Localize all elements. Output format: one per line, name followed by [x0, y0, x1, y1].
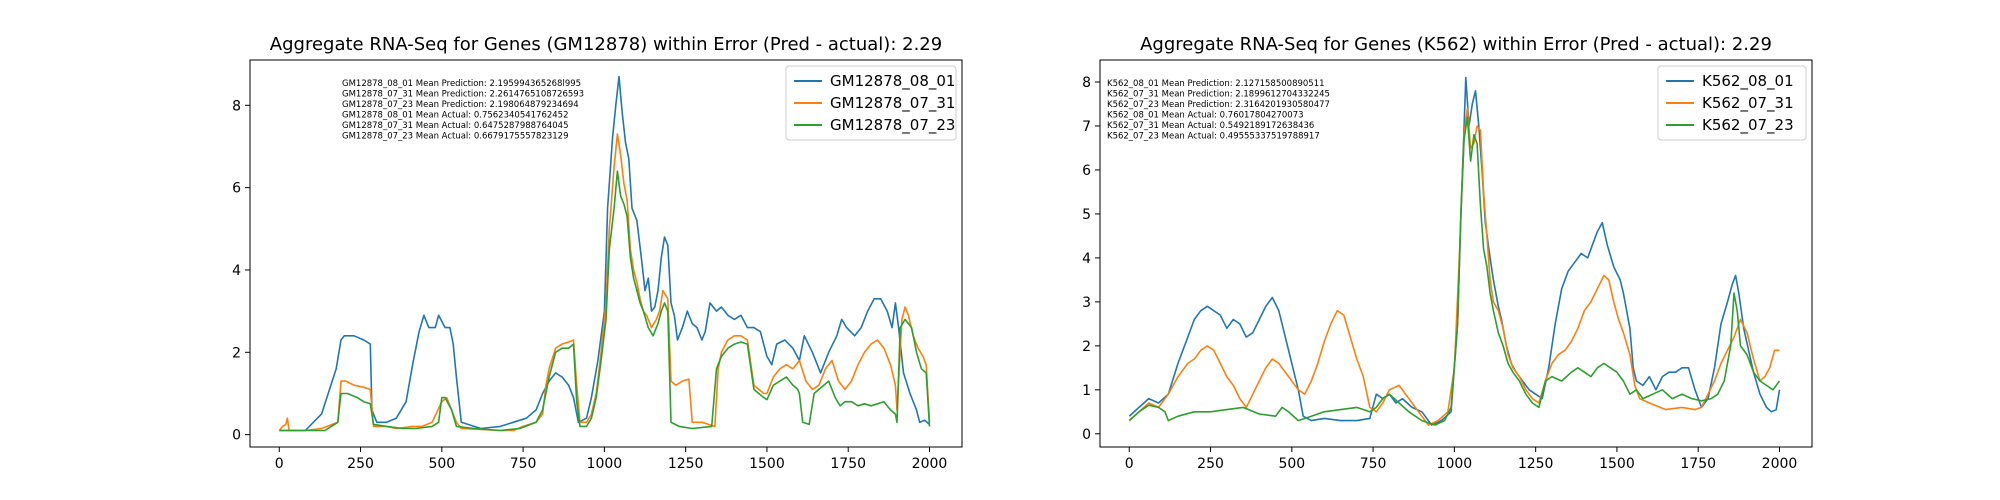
mean-annotation: GM12878_08_01 Mean Prediction: 2.1959943…: [342, 79, 581, 89]
y-tick-label: 2: [1082, 339, 1091, 355]
gm12878-chart: Aggregate RNA-Seq for Genes (GM12878) wi…: [232, 34, 963, 472]
x-tick-label: 1250: [668, 456, 704, 472]
x-tick-label: 250: [1197, 456, 1224, 472]
y-tick-label: 6: [1082, 163, 1091, 179]
y-tick-label: 5: [1082, 207, 1091, 223]
mean-annotation: K562_07_23 Mean Prediction: 2.3164201930…: [1107, 100, 1330, 110]
y-tick-label: 1: [1082, 383, 1091, 399]
x-tick-label: 0: [275, 456, 284, 472]
legend-box: [1657, 65, 1807, 141]
series-line-k562-08-01: [1128, 76, 1781, 426]
chart-title: Aggregate RNA-Seq for Genes (GM12878) wi…: [270, 34, 942, 55]
legend-entry-label: GM12878_07_31: [830, 94, 955, 113]
series-line-gm12878-07-31: [278, 133, 931, 432]
y-tick-label: 8: [232, 98, 241, 114]
plot-frame: [1099, 59, 1813, 448]
x-tick-label: 1000: [587, 456, 623, 472]
series-line-k562-07-23: [1128, 116, 1781, 426]
y-tick-label: 6: [232, 181, 241, 197]
legend-entry-label: K562_07_23: [1702, 116, 1794, 135]
plot-frame: [249, 59, 963, 448]
legend-entry-label: GM12878_08_01: [830, 72, 955, 91]
x-tick-label: 1500: [1599, 456, 1635, 472]
mean-annotation: K562_07_31 Mean Prediction: 2.1899612704…: [1107, 90, 1330, 100]
x-tick-label: 750: [510, 456, 537, 472]
x-tick-label: 500: [428, 456, 455, 472]
legend-entry-label: GM12878_07_23: [830, 116, 955, 135]
mean-annotation: K562_07_31 Mean Actual: 0.54921891726384…: [1107, 121, 1314, 131]
x-tick-label: 1250: [1518, 456, 1554, 472]
mean-annotation: GM12878_07_23 Mean Actual: 0.66791755578…: [342, 132, 569, 142]
x-tick-label: 2000: [912, 456, 948, 472]
x-tick-label: 250: [347, 456, 374, 472]
legend-box: [785, 65, 957, 141]
x-tick-label: 750: [1360, 456, 1387, 472]
mean-annotation: K562_08_01 Mean Actual: 0.76017804270073: [1107, 111, 1304, 121]
mean-annotation: GM12878_07_23 Mean Prediction: 2.1980648…: [342, 100, 579, 110]
y-tick-label: 0: [232, 428, 241, 444]
mean-annotation: GM12878_08_01 Mean Actual: 0.75623405417…: [342, 111, 569, 121]
legend-entry-label: K562_07_31: [1702, 94, 1794, 113]
y-tick-label: 7: [1082, 119, 1091, 135]
x-tick-label: 1000: [1437, 456, 1473, 472]
y-tick-label: 8: [1082, 75, 1091, 91]
series-line-gm12878-08-01: [279, 75, 931, 432]
mean-annotation: K562_07_23 Mean Actual: 0.49555337519788…: [1107, 132, 1320, 142]
y-tick-label: 4: [232, 263, 241, 279]
mean-annotation: K562_08_01 Mean Prediction: 2.1271585008…: [1107, 79, 1325, 89]
series-line-k562-07-31: [1128, 107, 1780, 426]
x-tick-label: 1750: [1680, 456, 1716, 472]
y-tick-label: 2: [232, 345, 241, 361]
x-tick-label: 1750: [830, 456, 866, 472]
series-line-gm12878-07-23: [279, 170, 931, 432]
legend-entry-label: K562_08_01: [1702, 72, 1794, 91]
k562-chart: Aggregate RNA-Seq for Genes (K562) withi…: [1082, 34, 1813, 472]
y-tick-label: 4: [1082, 251, 1091, 267]
mean-annotation: GM12878_07_31 Mean Prediction: 2.2614765…: [342, 90, 584, 100]
y-tick-label: 3: [1082, 295, 1091, 311]
chart-title: Aggregate RNA-Seq for Genes (K562) withi…: [1140, 34, 1772, 55]
x-tick-label: 2000: [1762, 456, 1798, 472]
y-tick-label: 0: [1082, 427, 1091, 443]
x-tick-label: 1500: [749, 456, 785, 472]
x-tick-label: 0: [1125, 456, 1134, 472]
x-tick-label: 500: [1278, 456, 1305, 472]
mean-annotation: GM12878_07_31 Mean Actual: 0.64752879887…: [342, 121, 569, 131]
